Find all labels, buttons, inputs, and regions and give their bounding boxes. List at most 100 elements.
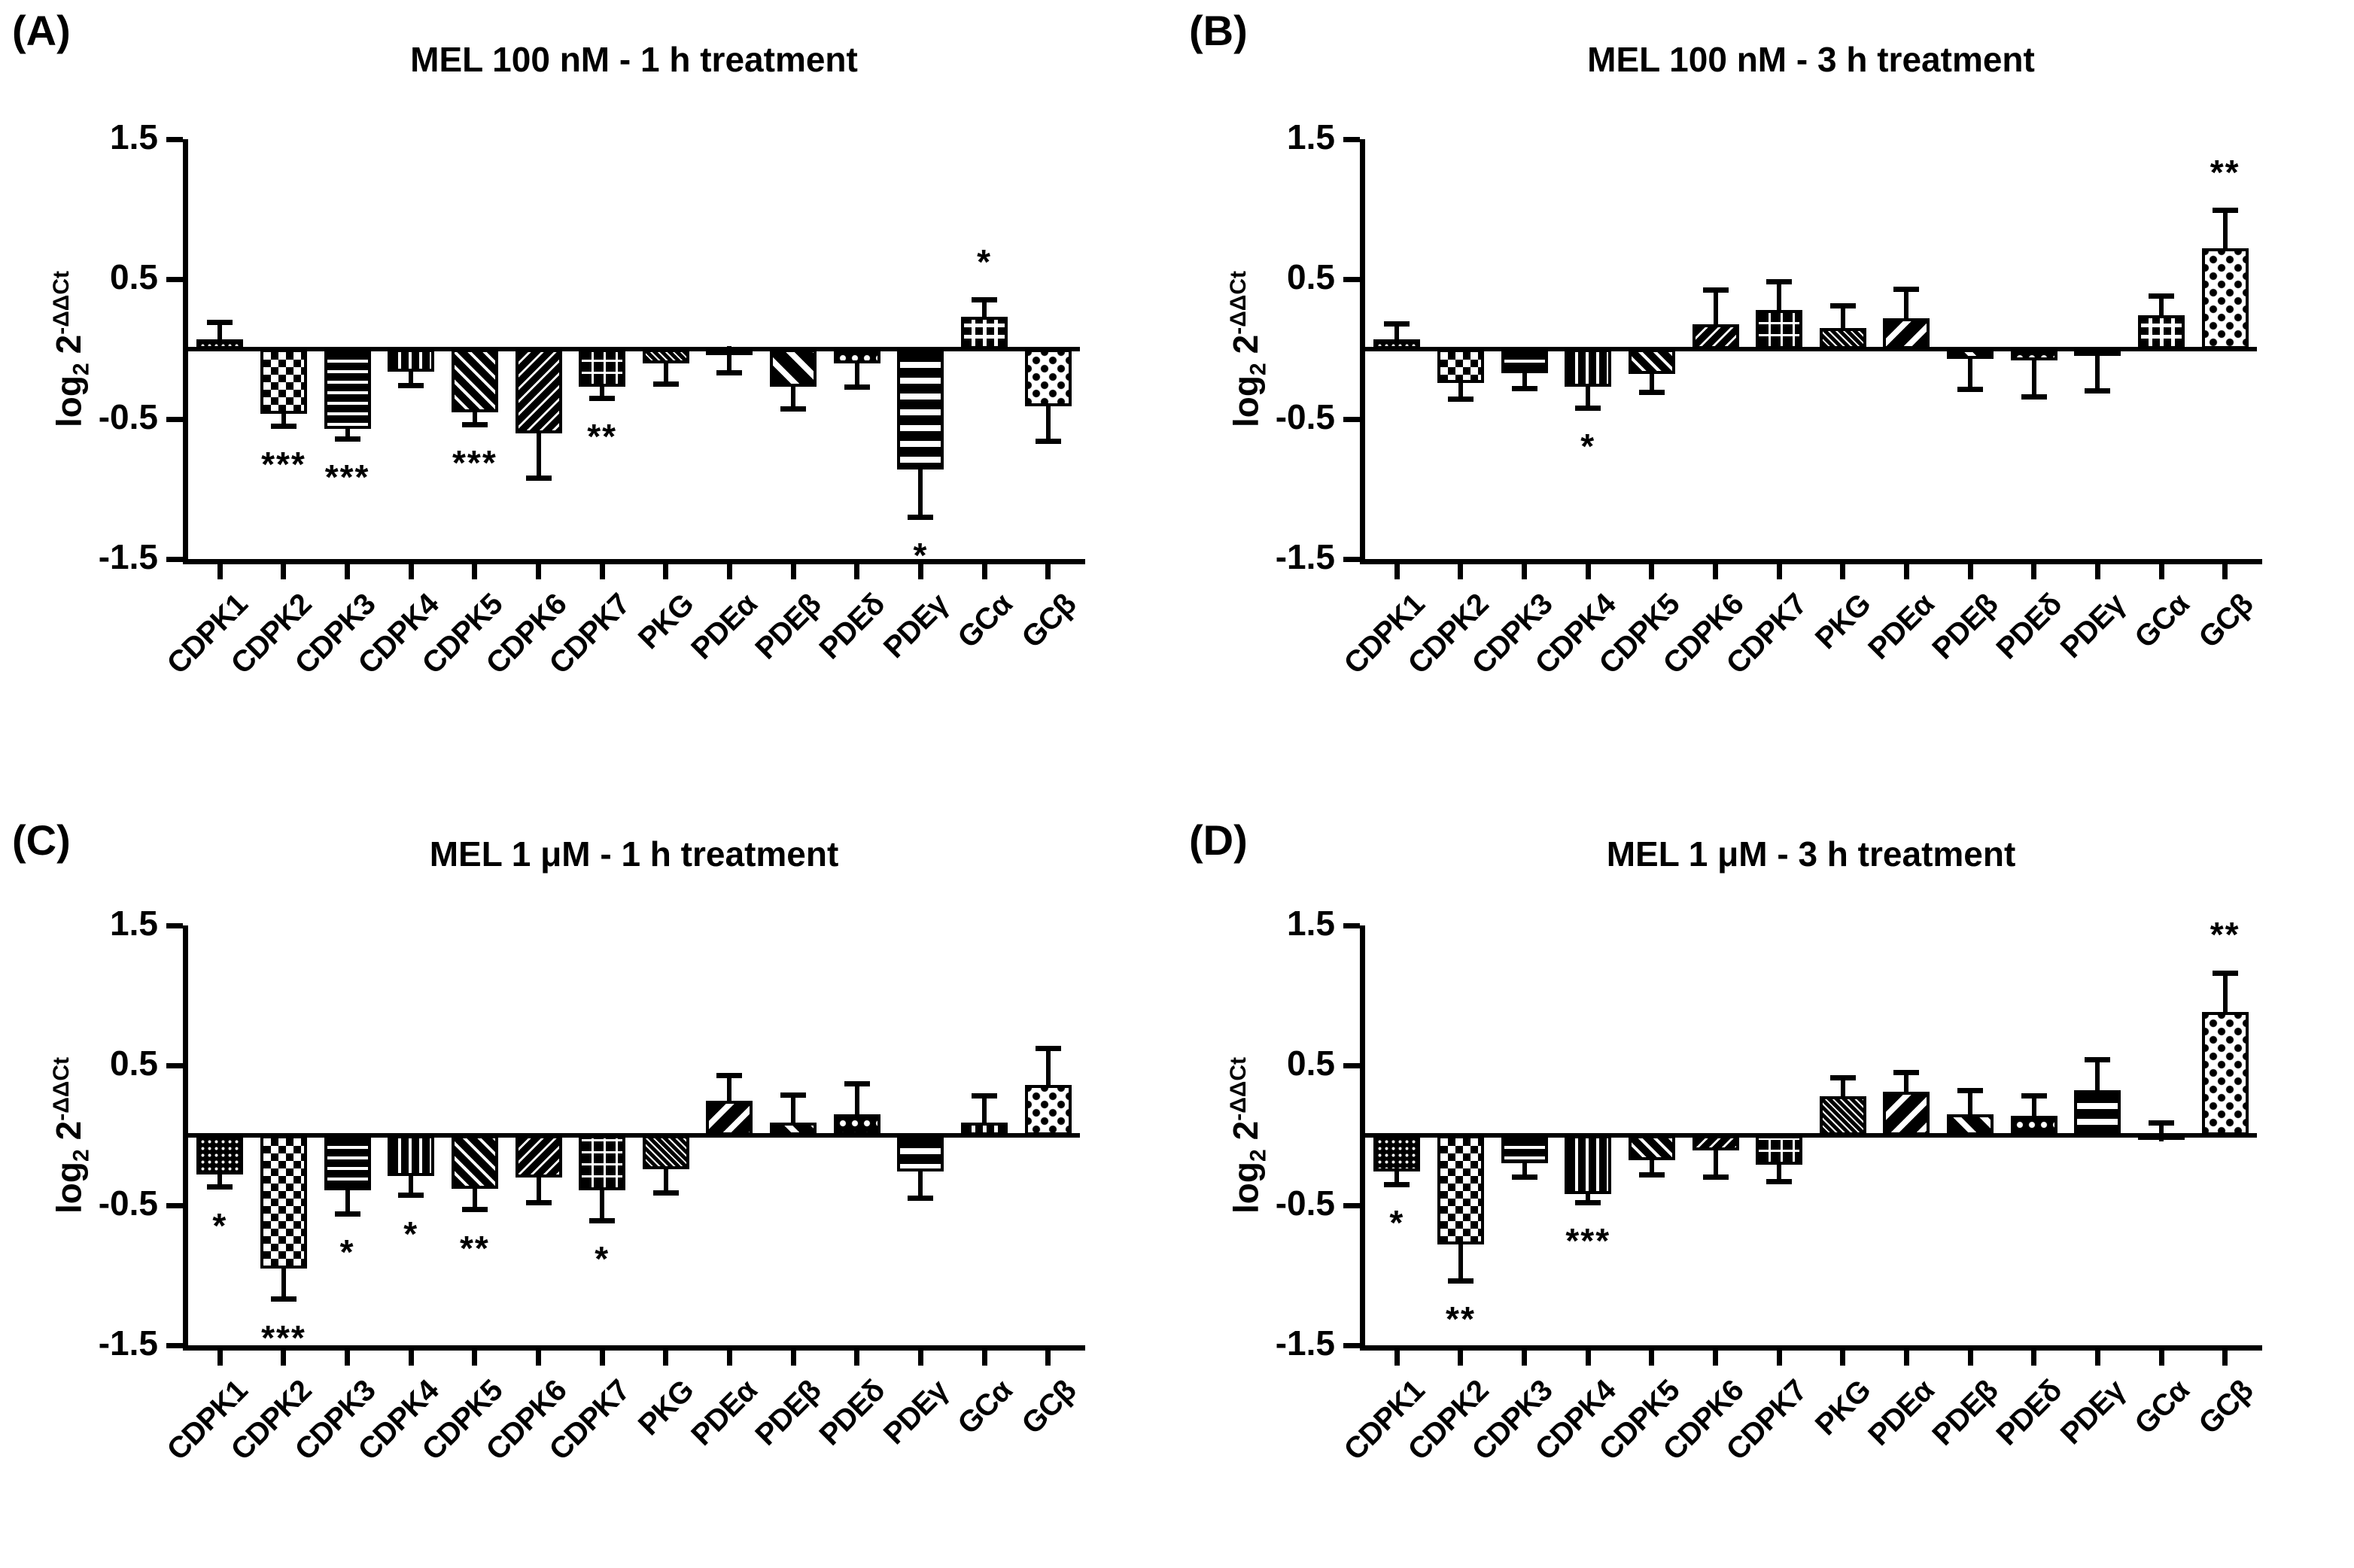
error-cap-CDPK6 bbox=[525, 1199, 552, 1205]
error-bar-CDPK5 bbox=[472, 1181, 477, 1210]
panel-b: (B) MEL 100 nM - 3 h treatment log22-ΔΔC… bbox=[1177, 0, 2354, 752]
bar-CDPK6 bbox=[1692, 324, 1739, 349]
error-bar-CDPK7 bbox=[600, 1182, 605, 1221]
x-tick bbox=[981, 564, 987, 579]
y-axis-label: log22-ΔΔCt bbox=[38, 138, 94, 560]
error-bar-PDEα bbox=[727, 345, 732, 373]
figure-canvas: (A) MEL 100 nM - 1 h treatment log22-ΔΔC… bbox=[0, 0, 2354, 1505]
x-tick bbox=[599, 564, 605, 579]
x-tick bbox=[1585, 564, 1591, 579]
error-cap-GCα bbox=[2149, 293, 2175, 299]
y-tick-label-0.5: 0.5 bbox=[1287, 1044, 1335, 1083]
error-cap-CDPK7 bbox=[589, 1217, 616, 1223]
y-tick bbox=[1343, 556, 1360, 562]
error-cap-CDPK7 bbox=[1766, 279, 1793, 285]
error-cap-GCβ bbox=[1035, 1046, 1061, 1052]
error-bar-PDEδ bbox=[854, 1083, 859, 1123]
bar-CDPK4 bbox=[1565, 349, 1612, 387]
y-tick bbox=[1343, 1202, 1360, 1208]
y-tick-label-1.5: 1.5 bbox=[110, 117, 158, 156]
sig-CDPK7: ** bbox=[587, 417, 618, 457]
bar-PDEγ bbox=[2074, 1090, 2121, 1135]
sig-CDPK1: * bbox=[1389, 1203, 1405, 1243]
x-tick bbox=[790, 564, 796, 579]
sig-CDPK4: * bbox=[403, 1214, 419, 1253]
bar-GCα bbox=[961, 317, 1008, 349]
x-tick bbox=[2222, 564, 2228, 579]
y-tick bbox=[1343, 1062, 1360, 1068]
sig-CDPK3: * bbox=[339, 1232, 355, 1272]
sig-CDPK4: *** bbox=[1565, 1221, 1611, 1261]
panel-c: (C) MEL 1 μM - 1 h treatment log22-ΔΔCt … bbox=[0, 752, 1177, 1505]
bar-CDPK7 bbox=[579, 349, 626, 387]
error-cap-PDEα bbox=[1893, 1069, 1920, 1075]
error-cap-CDPK5 bbox=[461, 421, 488, 427]
error-bar-GCα bbox=[982, 299, 987, 325]
error-cap-CDPK6 bbox=[1702, 287, 1729, 293]
error-bar-GCβ bbox=[1045, 399, 1051, 442]
panel-b-label: (B) bbox=[1189, 7, 1248, 54]
bar-PDEα bbox=[1883, 318, 1930, 349]
x-tick bbox=[281, 1351, 287, 1366]
bar-CDPK1 bbox=[1373, 1135, 1421, 1172]
error-cap-PDEγ bbox=[908, 1196, 934, 1202]
error-bar-CDPK1 bbox=[1394, 324, 1400, 347]
error-bar-CDPK7 bbox=[600, 379, 605, 399]
error-bar-PDEα bbox=[1904, 1072, 1909, 1100]
error-cap-PDEβ bbox=[1957, 387, 1984, 393]
error-bar-CDPK5 bbox=[1649, 1153, 1654, 1175]
error-bar-GCβ bbox=[2222, 210, 2228, 257]
ylabel-base: 2 bbox=[1226, 1120, 1266, 1141]
error-cap-CDPK6 bbox=[1702, 1174, 1729, 1181]
sig-CDPK5: *** bbox=[452, 443, 497, 483]
x-tick bbox=[2094, 564, 2100, 579]
plot-area-a: 1.5 0.5 -0.5 -1.5 CDPK1 CDPK2 *** CDPK3 *** CDPK4… bbox=[99, 117, 1085, 680]
error-cap-GCα bbox=[2149, 1120, 2175, 1126]
bar-CDPK4 bbox=[1565, 1135, 1612, 1195]
bar-PKG bbox=[1819, 1095, 1866, 1135]
x-tick bbox=[1649, 564, 1655, 579]
error-bar-GCβ bbox=[2222, 973, 2228, 1020]
error-cap-CDPK4 bbox=[1575, 1199, 1601, 1205]
y-tick-label--0.5: -0.5 bbox=[1275, 397, 1335, 436]
error-cap-PDEδ bbox=[2021, 1093, 2047, 1099]
error-cap-PKG bbox=[652, 381, 679, 387]
y-axis-label: log22-ΔΔCt bbox=[38, 925, 94, 1346]
ylabel-base: 2 bbox=[1226, 334, 1266, 354]
error-bar-PKG bbox=[663, 355, 668, 384]
x-tick bbox=[2094, 1351, 2100, 1366]
error-bar-CDPK4 bbox=[409, 1168, 414, 1196]
x-tick bbox=[2158, 1351, 2164, 1366]
x-tick bbox=[854, 564, 860, 579]
error-bar-GCα bbox=[982, 1095, 987, 1131]
x-tick bbox=[1045, 1351, 1051, 1366]
error-cap-PDEγ bbox=[2085, 388, 2111, 394]
x-tick bbox=[281, 564, 287, 579]
x-tick bbox=[2031, 564, 2037, 579]
y-tick-label--0.5: -0.5 bbox=[98, 397, 158, 436]
x-tick bbox=[1585, 1351, 1591, 1366]
x-axis-line bbox=[1360, 1345, 2262, 1351]
sig-CDPK2: ** bbox=[1446, 1299, 1476, 1339]
error-cap-PKG bbox=[652, 1190, 679, 1196]
bar-PDEβ bbox=[770, 349, 817, 387]
error-bar-CDPK6 bbox=[1713, 1143, 1718, 1178]
x-tick bbox=[1458, 564, 1464, 579]
x-tick bbox=[1649, 1351, 1655, 1366]
plot-area-c: 1.5 0.5 -0.5 -1.5 CDPK1 * CDPK2 *** CDPK3 * CDPK4 *… bbox=[99, 904, 1085, 1466]
bar-CDPK4 bbox=[388, 349, 435, 372]
x-tick bbox=[536, 564, 542, 579]
bar-CDPK7 bbox=[1756, 309, 1803, 349]
zero-line bbox=[1365, 1133, 2257, 1138]
error-cap-GCα bbox=[972, 297, 998, 303]
x-tick bbox=[1776, 564, 1782, 579]
error-bar-PDEβ bbox=[1968, 351, 1973, 390]
y-tick-label-0.5: 0.5 bbox=[1287, 257, 1335, 296]
y-tick bbox=[166, 416, 183, 422]
bar-CDPK3 bbox=[324, 349, 371, 430]
panel-b-title: MEL 100 nM - 3 h treatment bbox=[1587, 40, 2035, 79]
y-tick bbox=[166, 276, 183, 282]
x-tick bbox=[1394, 564, 1400, 579]
bar-PDEα bbox=[706, 1100, 753, 1135]
x-tick bbox=[1713, 564, 1719, 579]
